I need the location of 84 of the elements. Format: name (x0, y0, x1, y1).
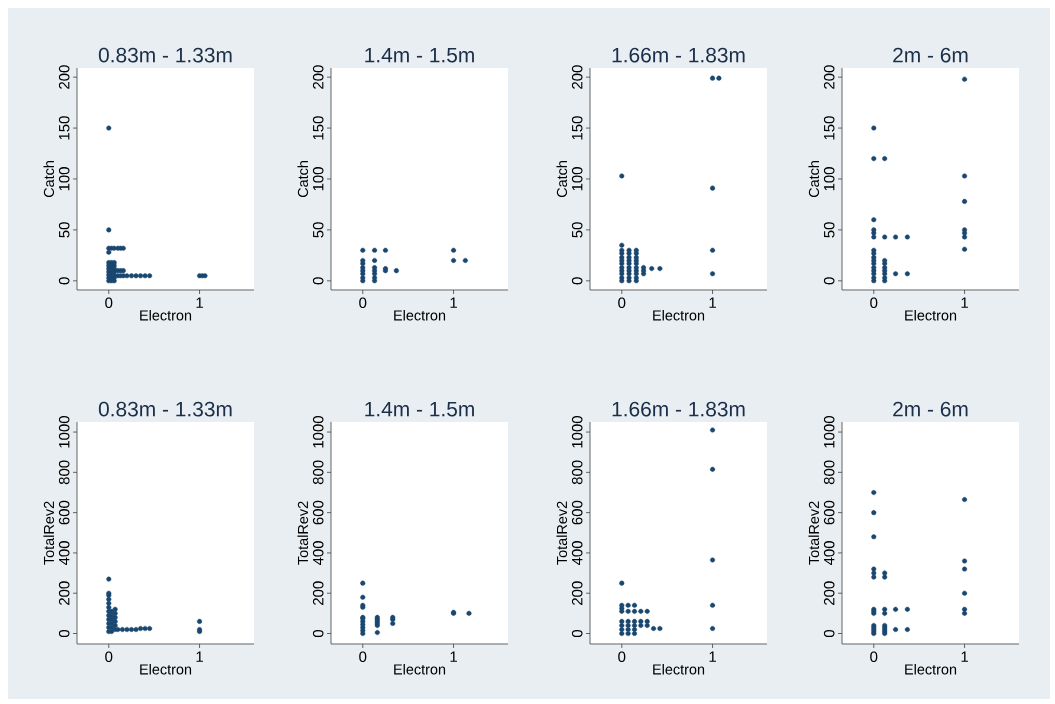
y-tick-label: 200 (823, 581, 835, 605)
y-tick-label: 50 (823, 222, 835, 238)
y-tick-label: 150 (312, 116, 324, 140)
y-tick-label: 200 (58, 65, 70, 89)
y-tick-label: 150 (58, 116, 70, 140)
x-axis-title: Electron (394, 663, 446, 675)
x-tick-label: 0 (105, 297, 113, 309)
y-axis-title: TotalRev2 (808, 501, 820, 565)
y-tick-label: 600 (58, 500, 70, 525)
y-tick-label: 600 (312, 500, 324, 525)
y-tick-label: 0 (571, 277, 583, 285)
x-tick-label: 0 (870, 651, 878, 663)
x-axis-title: Electron (140, 663, 192, 675)
x-tick-label: 0 (618, 651, 626, 663)
y-tick-label: 0 (312, 629, 324, 638)
y-axis-title: Catch (808, 161, 820, 198)
y-tick-label: 1000 (58, 416, 70, 448)
chart-title: 0.83m - 1.33m (98, 47, 232, 63)
y-axis-title: TotalRev2 (43, 501, 55, 565)
x-axis-title: Electron (653, 663, 705, 675)
y-axis-title: Catch (556, 161, 568, 198)
x-tick-label: 0 (105, 651, 113, 663)
y-tick-label: 600 (571, 500, 583, 525)
y-tick-label: 100 (823, 167, 835, 191)
y-tick-label: 200 (312, 65, 324, 89)
x-tick-label: 0 (870, 297, 878, 309)
y-tick-label: 400 (571, 541, 583, 566)
chart-title: 2m - 6m (893, 401, 968, 417)
y-tick-label: 50 (571, 222, 583, 238)
y-tick-label: 400 (58, 541, 70, 566)
x-tick-label: 0 (359, 651, 367, 663)
x-tick-label: 1 (709, 651, 716, 662)
x-tick-label: 1 (196, 651, 203, 662)
y-tick-label: 800 (312, 460, 324, 485)
chart-title: 1.66m - 1.83m (612, 47, 745, 63)
chart-title: 2m - 6m (893, 47, 968, 63)
y-tick-label: 0 (58, 629, 70, 638)
y-tick-label: 100 (571, 167, 583, 191)
x-tick-label: 0 (618, 297, 626, 309)
x-tick-label: 1 (450, 651, 457, 662)
y-tick-label: 100 (312, 167, 324, 191)
chart-title: 1.4m - 1.5m (365, 47, 474, 63)
y-tick-label: 800 (58, 460, 70, 485)
y-tick-label: 600 (823, 500, 835, 525)
y-tick-label: 200 (312, 581, 324, 605)
y-tick-label: 400 (823, 541, 835, 566)
x-axis-title: Electron (905, 663, 957, 675)
x-tick-label: 1 (709, 297, 716, 308)
chart-title: 1.66m - 1.83m (612, 401, 745, 417)
y-tick-label: 150 (571, 116, 583, 140)
y-tick-label: 400 (312, 541, 324, 566)
x-tick-label: 1 (961, 297, 968, 308)
y-tick-label: 800 (571, 460, 583, 485)
x-axis-title: Electron (394, 309, 446, 321)
y-tick-label: 0 (823, 277, 835, 285)
y-axis-title: Catch (297, 161, 309, 198)
y-tick-label: 200 (58, 581, 70, 605)
y-axis-title: TotalRev2 (556, 501, 568, 565)
y-tick-label: 0 (571, 629, 583, 638)
y-tick-label: 150 (823, 116, 835, 140)
x-axis-title: Electron (140, 309, 192, 321)
y-tick-label: 0 (58, 277, 70, 285)
y-tick-label: 200 (823, 65, 835, 89)
x-tick-label: 1 (961, 651, 968, 662)
x-axis-title: Electron (653, 309, 705, 321)
y-tick-label: 100 (58, 167, 70, 191)
y-tick-label: 0 (823, 629, 835, 638)
y-tick-label: 0 (312, 277, 324, 285)
y-axis-title: Catch (43, 161, 55, 198)
chart-title: 1.4m - 1.5m (365, 401, 474, 417)
x-tick-label: 1 (450, 297, 457, 308)
chart-title: 0.83m - 1.33m (98, 401, 232, 417)
y-tick-label: 1000 (571, 416, 583, 448)
y-tick-label: 800 (823, 460, 835, 485)
x-axis-title: Electron (905, 309, 957, 321)
y-tick-label: 1000 (312, 416, 324, 448)
y-tick-label: 50 (58, 222, 70, 238)
y-tick-label: 1000 (823, 416, 835, 448)
x-tick-label: 0 (359, 297, 367, 309)
x-tick-label: 1 (196, 297, 203, 308)
y-tick-label: 200 (571, 581, 583, 605)
y-axis-title: TotalRev2 (297, 501, 309, 565)
y-tick-label: 50 (312, 222, 324, 238)
y-tick-label: 200 (571, 65, 583, 89)
